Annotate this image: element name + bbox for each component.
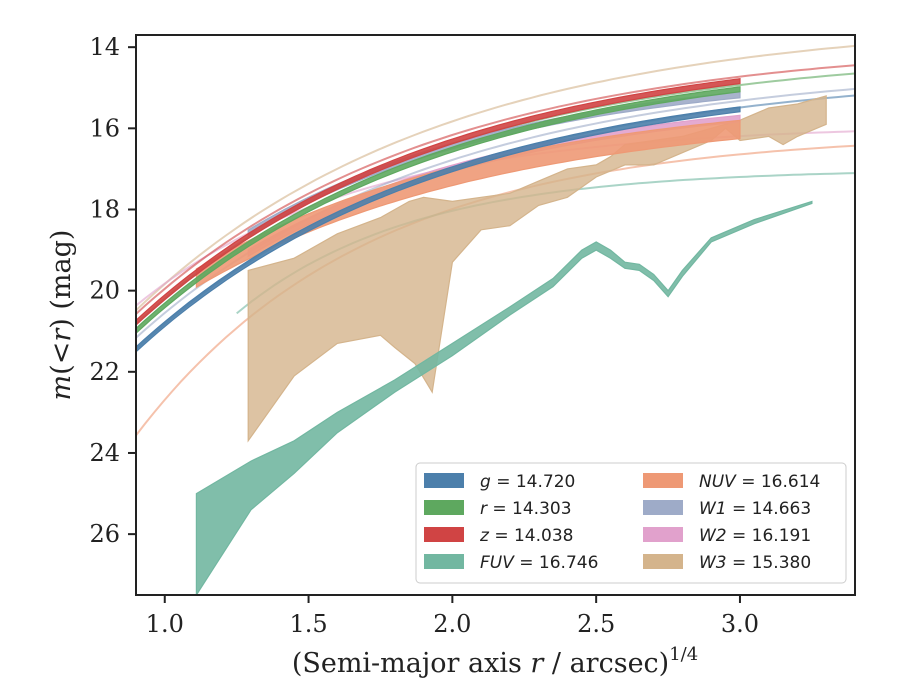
band-NUV [195, 119, 741, 289]
x-axis-label-main: (Semi-major axis [292, 648, 531, 679]
y-tick-label: 20 [89, 277, 120, 305]
legend-value-r: = 14.303 [487, 499, 572, 519]
x-tick-label: 1.0 [146, 610, 184, 638]
legend-swatch-g [424, 473, 464, 488]
legend-swatch-W3 [643, 554, 683, 569]
legend-value-g: = 14.720 [491, 472, 576, 492]
legend-var-W3: W3 [699, 553, 727, 573]
legend-swatch-r [424, 500, 464, 515]
x-axis-label-exp: 1/4 [669, 644, 698, 665]
legend-swatch-W2 [643, 527, 683, 542]
legend-var-FUV: FUV [480, 553, 515, 573]
x-axis-label-unit: / arcsec) [543, 648, 669, 679]
band-g [136, 106, 741, 353]
x-tick-label: 3.0 [721, 610, 759, 638]
legend-swatch-FUV [424, 554, 464, 569]
x-tick-label: 1.5 [289, 610, 327, 638]
series-layer [136, 44, 855, 595]
legend-value-z: = 14.038 [489, 526, 574, 546]
y-axis-label: m(<r) (mag) [46, 230, 77, 401]
y-tick-label: 26 [89, 520, 120, 548]
legend-label-FUV: FUV = 16.746 [480, 553, 598, 573]
legend-swatch-z [424, 527, 464, 542]
y-axis-label-close: ) (mag) [46, 230, 77, 329]
legend-value-NUV: = 16.614 [736, 472, 821, 492]
legend-label-r: r = 14.303 [480, 499, 572, 519]
band-r [136, 86, 741, 335]
legend-label-NUV: NUV = 16.614 [699, 472, 820, 492]
band-z [136, 78, 741, 326]
x-tick-label: 2.0 [433, 610, 471, 638]
legend-label-W1: W1 = 14.663 [699, 499, 811, 519]
band-W3 [247, 95, 827, 443]
model-line-z [136, 64, 855, 315]
legend-label-W3: W3 = 15.380 [699, 553, 811, 573]
x-tick-label: 2.5 [577, 610, 615, 638]
legend-var-z: z [479, 526, 490, 546]
legend-value-W3: = 15.380 [727, 553, 812, 573]
x-axis-label-var: r [530, 648, 545, 679]
y-tick-label: 24 [89, 439, 120, 467]
legend-value-W2: = 16.191 [727, 526, 812, 546]
legend-label-g: g = 14.720 [480, 472, 575, 492]
model-line-W3 [136, 44, 855, 312]
legend-swatch-W1 [643, 500, 683, 515]
legend-swatch-NUV [643, 473, 683, 488]
legend-value-FUV: = 16.746 [514, 553, 599, 573]
y-tick-label: 18 [89, 195, 120, 223]
legend-var-W1: W1 [699, 499, 727, 519]
band-FUV [195, 200, 813, 595]
x-axis-label: (Semi-major axis r / arcsec)1/4 [292, 644, 698, 679]
legend-var-r: r [480, 499, 488, 519]
y-tick-label: 16 [89, 114, 120, 142]
y-axis-label-open: (< [46, 342, 77, 375]
legend-var-NUV: NUV [699, 472, 737, 492]
legend-box [415, 462, 847, 584]
legend-label-z: z = 14.038 [479, 526, 573, 546]
y-axis-label-main: m [46, 375, 77, 401]
y-tick-label: 22 [89, 358, 120, 386]
y-axis-label-var: r [46, 327, 77, 342]
y-tick-label: 14 [89, 33, 120, 61]
ticks-layer: 1.0 1.5 2.0 2.5 3.0 14 16 18 20 22 24 26 [89, 33, 759, 638]
legend-value-W1: = 14.663 [727, 499, 812, 519]
legend-var-W2: W2 [699, 526, 727, 546]
legend-label-W2: W2 = 16.191 [699, 526, 811, 546]
legend-var-g: g [480, 472, 491, 492]
plot-frame [135, 34, 856, 596]
